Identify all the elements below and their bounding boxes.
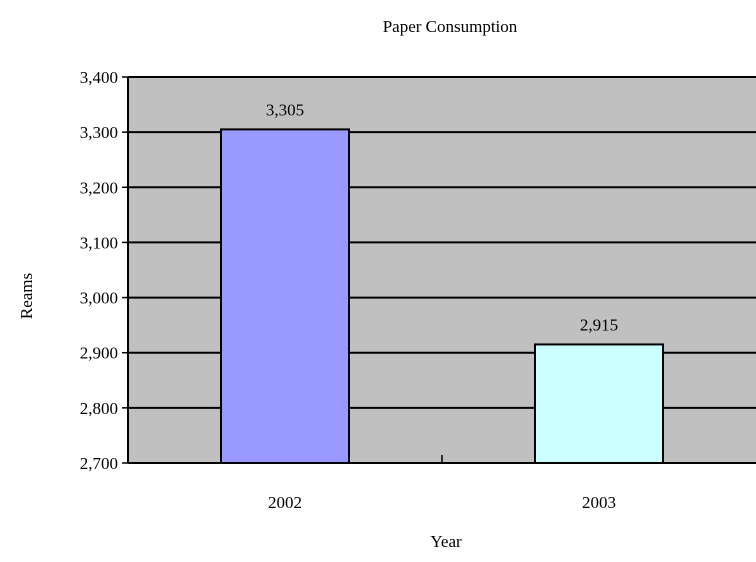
chart-title: Paper Consumption xyxy=(383,17,518,36)
x-axis-label: Year xyxy=(430,532,462,551)
data-label-2003: 2,915 xyxy=(580,315,618,334)
y-tick-label: 3,400 xyxy=(80,68,118,87)
bar-2002 xyxy=(220,128,350,464)
y-tick-label: 3,100 xyxy=(80,233,118,252)
y-tick-label: 2,800 xyxy=(80,399,118,418)
y-tick-label: 2,900 xyxy=(80,344,118,363)
x-tick-label: 2003 xyxy=(582,493,616,512)
plot-area: 2,700 2,800 2,900 3,000 3,100 3,200 3,300 3,400… xyxy=(80,68,756,512)
y-axis-label: Reams xyxy=(17,273,36,319)
data-label-2002: 3,305 xyxy=(266,100,304,119)
bar-2003 xyxy=(534,343,664,465)
y-tick-label: 2,700 xyxy=(80,454,118,473)
y-tick-label: 3,300 xyxy=(80,123,118,142)
y-tick-label: 3,200 xyxy=(80,178,118,197)
y-tick-label: 3,000 xyxy=(80,289,118,308)
x-tick-label: 2002 xyxy=(268,493,302,512)
